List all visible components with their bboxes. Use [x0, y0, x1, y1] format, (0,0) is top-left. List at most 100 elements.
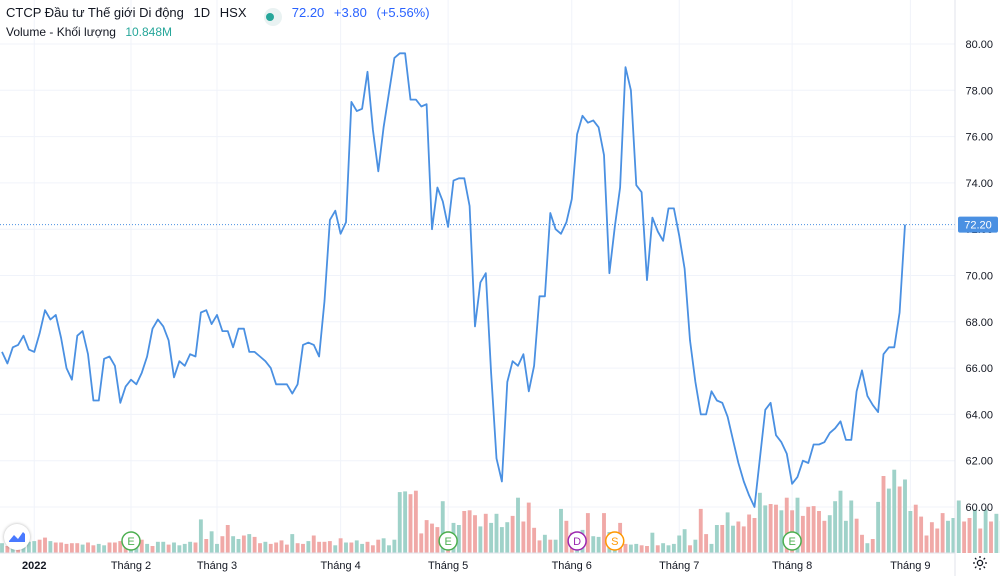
- y-tick-label: 80.00: [965, 39, 993, 51]
- volume-bar: [994, 513, 999, 553]
- volume-bar: [784, 497, 789, 553]
- volume-label[interactable]: Volume - Khối lượng: [6, 25, 116, 39]
- volume-bar: [774, 504, 778, 553]
- volume-bar: [424, 520, 429, 553]
- volume-bar: [532, 527, 537, 553]
- volume-bar: [252, 536, 257, 553]
- volume-bar: [69, 543, 74, 553]
- volume-bar: [886, 488, 891, 553]
- volume-bar: [354, 540, 359, 553]
- volume-bar: [650, 532, 655, 553]
- volume-bar: [279, 540, 284, 553]
- volume-bar: [854, 518, 859, 553]
- y-tick-label: 78.00: [965, 85, 993, 97]
- volume-bar: [166, 544, 171, 553]
- legend-volume: Volume - Khối lượng 10.848M: [6, 25, 178, 39]
- volume-bar: [693, 539, 698, 553]
- volume-bar: [139, 539, 144, 553]
- volume-bar: [338, 538, 343, 553]
- volume-bar: [155, 541, 160, 553]
- volume-bar: [698, 508, 703, 553]
- volume-bar: [413, 490, 418, 553]
- volume-bar: [800, 515, 805, 553]
- volume-bar: [53, 542, 58, 553]
- volume-bar: [677, 535, 682, 553]
- volume-bar: [843, 520, 848, 553]
- volume-bars: [0, 469, 1000, 553]
- volume-bar: [537, 540, 542, 553]
- event-marker-circle: [567, 531, 587, 551]
- event-marker-letter: D: [573, 536, 581, 548]
- volume-bar: [274, 542, 279, 553]
- volume-bar: [962, 521, 967, 553]
- event-marker-letter: E: [127, 536, 134, 548]
- x-tick-label: Tháng 5: [428, 560, 468, 572]
- volume-bar: [752, 518, 757, 553]
- event-marker-earnings: E: [121, 531, 141, 551]
- interval-label[interactable]: 1D: [193, 5, 211, 20]
- volume-bar: [725, 512, 730, 553]
- volume-bar: [714, 525, 719, 553]
- last-price-value: 72.20: [291, 5, 325, 20]
- volume-bar: [161, 541, 166, 553]
- volume-bar: [639, 545, 644, 553]
- volume-bar: [929, 522, 934, 553]
- volume-bar: [430, 523, 434, 553]
- volume-bar: [193, 542, 198, 553]
- volume-bar: [806, 506, 811, 553]
- volume-bar: [107, 542, 112, 553]
- volume-bar: [827, 515, 832, 553]
- volume-bar: [553, 539, 558, 553]
- price-change-percent: (+5.56%): [376, 5, 430, 20]
- volume-bar: [91, 545, 96, 553]
- volume-bar: [370, 545, 375, 553]
- volume-bar: [870, 539, 875, 553]
- volume-bar: [661, 543, 666, 553]
- price-axis[interactable]: 80.0078.0076.0074.0072.0070.0068.0066.00…: [954, 0, 998, 576]
- legend-main: CTCP Đầu tư Thế giới Di động 1D HSX 72.2…: [6, 5, 436, 26]
- volume-bar: [349, 542, 354, 553]
- volume-bar: [204, 539, 209, 553]
- volume-bar: [548, 539, 553, 553]
- symbol-name[interactable]: CTCP Đầu tư Thế giới Di động: [6, 5, 184, 20]
- volume-bar: [763, 505, 768, 553]
- price-change-value: +3.80: [333, 5, 367, 20]
- volume-bar: [623, 543, 628, 553]
- volume-bar: [865, 543, 870, 553]
- volume-bar: [37, 539, 42, 553]
- gear-icon[interactable]: [972, 555, 988, 575]
- volume-bar: [86, 542, 90, 553]
- volume-bar: [220, 536, 225, 553]
- volume-bar: [913, 504, 918, 553]
- volume-bar: [440, 501, 445, 553]
- event-marker-letter: S: [611, 536, 618, 548]
- time-axis[interactable]: 2022 Tháng 2 Tháng 3 Tháng 4 Tháng 5 Tháng 6 T…: [0, 552, 955, 572]
- volume-bar: [365, 541, 370, 553]
- volume-bar: [499, 527, 504, 553]
- volume-bar: [655, 545, 660, 553]
- volume-bar: [510, 515, 515, 553]
- volume-bar: [795, 497, 800, 553]
- volume-bar: [978, 528, 983, 553]
- volume-bar: [666, 545, 671, 553]
- y-tick-label: 74.00: [965, 178, 993, 190]
- x-tick-label: Tháng 9: [890, 560, 930, 572]
- volume-bar: [489, 522, 494, 553]
- volume-bar: [892, 469, 897, 553]
- y-tick-label: 62.00: [965, 456, 993, 468]
- volume-bar: [327, 541, 332, 553]
- volume-bar: [741, 526, 746, 553]
- volume-bar: [811, 506, 816, 553]
- volume-bar: [75, 543, 80, 553]
- event-marker-circle: [782, 531, 802, 551]
- volume-bar: [924, 535, 929, 553]
- event-marker-earnings: E: [782, 531, 802, 551]
- volume-bar: [956, 500, 961, 553]
- market-status-icon: [264, 8, 283, 26]
- volume-bar: [473, 515, 477, 553]
- tradingview-logo-icon[interactable]: [4, 524, 30, 550]
- volume-bar: [688, 545, 692, 553]
- y-tick-label: 66.00: [965, 363, 993, 375]
- volume-bar: [526, 502, 531, 553]
